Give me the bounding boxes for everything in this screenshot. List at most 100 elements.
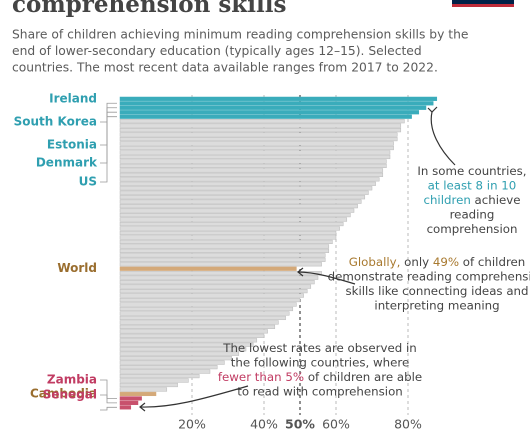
bar xyxy=(119,351,240,356)
annotation: the following countries, where xyxy=(231,355,409,369)
category-label: Senegal xyxy=(43,388,97,402)
bar xyxy=(119,320,279,325)
arrow xyxy=(297,271,356,285)
annotation: interpreting meaning xyxy=(374,298,499,312)
bar xyxy=(119,257,326,262)
bar xyxy=(119,387,168,392)
arrow xyxy=(430,111,456,166)
bar xyxy=(119,213,351,218)
annotation-arrows xyxy=(139,106,456,412)
annotation-segment: of children xyxy=(459,255,525,269)
bar xyxy=(119,96,438,101)
logo-stripe xyxy=(452,4,514,7)
x-tick-label: 60% xyxy=(322,417,350,432)
bar xyxy=(119,266,297,271)
arrow-head xyxy=(139,402,146,412)
bar xyxy=(119,110,420,115)
label-connector xyxy=(100,394,117,404)
bar xyxy=(119,396,142,401)
bar xyxy=(119,360,225,365)
bar xyxy=(119,159,387,164)
bar xyxy=(119,329,268,334)
bar xyxy=(119,132,398,137)
category-label: Estonia xyxy=(47,138,97,152)
arrow-head xyxy=(297,267,304,277)
label-connector xyxy=(100,107,117,146)
annotation-segment: comprehension xyxy=(427,222,518,236)
bar xyxy=(119,190,369,195)
bar xyxy=(119,168,384,173)
annotation: to read with comprehension xyxy=(237,384,403,398)
annotation-segment: reading xyxy=(450,207,495,221)
bar xyxy=(119,208,355,213)
category-label: South Korea xyxy=(14,115,97,129)
subtitle: end of lower-secondary education (typica… xyxy=(12,44,422,58)
annotation-segment: skills like connecting ideas and xyxy=(345,284,528,298)
bar xyxy=(119,145,394,151)
bar xyxy=(119,280,315,285)
bar xyxy=(119,105,427,110)
arrow-head xyxy=(427,106,438,113)
category-label: Denmark xyxy=(36,156,98,170)
label-connector xyxy=(100,406,117,411)
bar xyxy=(119,315,286,321)
bar xyxy=(119,114,412,119)
bar xyxy=(119,365,218,370)
x-tick-label: 20% xyxy=(178,417,206,432)
bar xyxy=(119,262,322,267)
subtitle: countries. The most recent data availabl… xyxy=(12,61,438,75)
bar xyxy=(119,154,391,160)
bar xyxy=(119,230,337,236)
bar xyxy=(119,204,358,209)
bar xyxy=(119,141,394,146)
category-label: Zambia xyxy=(47,373,97,387)
bar xyxy=(119,150,391,155)
bar xyxy=(119,289,308,294)
annotation-segment: of children are able xyxy=(304,370,422,384)
bar xyxy=(119,356,232,361)
bar xyxy=(119,172,384,177)
category-label: World xyxy=(57,261,97,275)
chart-title: comprehension skills xyxy=(12,0,286,18)
bar xyxy=(119,275,319,280)
annotation-segment: only xyxy=(400,255,432,269)
annotation-segment: The lowest rates are observed in xyxy=(222,341,417,355)
annotation-segment: fewer than 5% xyxy=(218,370,304,384)
category-label: US xyxy=(79,175,97,189)
annotation: at least 8 in 10 xyxy=(428,178,517,192)
annotation: Globally, only 49% of children xyxy=(349,255,526,269)
bar xyxy=(119,181,376,186)
x-tick-label: 80% xyxy=(394,417,422,432)
bar xyxy=(119,284,312,289)
bar xyxy=(119,302,297,307)
x-tick-label: 40% xyxy=(250,417,278,432)
bar xyxy=(119,333,265,338)
annotation-segment: In some countries, xyxy=(417,164,526,178)
bar xyxy=(119,163,387,168)
bar xyxy=(119,391,157,397)
bar xyxy=(119,123,402,128)
bar xyxy=(119,311,290,316)
bar xyxy=(119,226,340,231)
category-label: Ireland xyxy=(49,92,97,106)
label-connector xyxy=(100,102,117,123)
annotation-segment: the following countries, where xyxy=(231,355,409,369)
bar xyxy=(119,338,258,343)
bar xyxy=(119,186,373,191)
annotation: In some countries, xyxy=(417,164,526,178)
annotation: reading xyxy=(450,207,495,221)
annotation-segment: 49% xyxy=(433,255,459,269)
annotation: skills like connecting ideas and xyxy=(345,284,528,298)
annotation: The lowest rates are observed in xyxy=(222,341,417,355)
bar xyxy=(119,128,402,133)
bar xyxy=(119,244,330,249)
bar xyxy=(119,306,294,312)
bar xyxy=(119,271,322,276)
annotation: comprehension xyxy=(427,222,518,236)
bar xyxy=(119,101,434,106)
annotation-segment: Globally, xyxy=(349,255,401,269)
bar xyxy=(119,293,304,298)
bar xyxy=(119,382,178,388)
annotation: children achieve xyxy=(423,193,520,207)
